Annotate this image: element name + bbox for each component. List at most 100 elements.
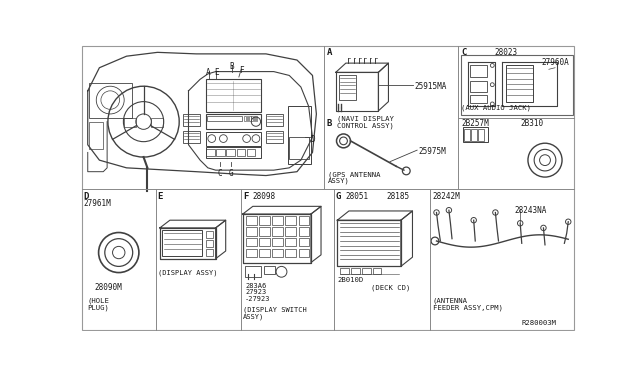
Text: 283A6: 283A6 bbox=[245, 283, 266, 289]
Text: B: B bbox=[326, 119, 332, 128]
Bar bbox=[463, 127, 488, 142]
Text: 28185: 28185 bbox=[386, 192, 409, 201]
Text: G: G bbox=[229, 169, 234, 179]
Bar bbox=[256, 116, 257, 121]
Bar bbox=[237, 148, 245, 156]
Text: ASSY): ASSY) bbox=[243, 313, 264, 320]
Text: 27961M: 27961M bbox=[84, 199, 111, 208]
Bar bbox=[266, 114, 283, 126]
Bar bbox=[227, 148, 235, 156]
Text: 28090M: 28090M bbox=[94, 283, 122, 292]
Bar bbox=[259, 249, 270, 257]
Text: (AUX AUDIO JACK): (AUX AUDIO JACK) bbox=[461, 105, 531, 111]
Bar bbox=[183, 131, 200, 143]
Bar bbox=[266, 131, 283, 143]
Text: 28243NA: 28243NA bbox=[514, 206, 547, 215]
Bar bbox=[472, 129, 477, 141]
Bar bbox=[340, 268, 349, 274]
Text: F: F bbox=[239, 66, 243, 75]
Bar bbox=[470, 81, 487, 92]
Bar bbox=[244, 116, 246, 121]
Text: G: G bbox=[336, 192, 341, 201]
Bar bbox=[285, 249, 296, 257]
Text: C: C bbox=[461, 48, 467, 58]
Bar bbox=[205, 147, 261, 158]
Text: (NAVI DISPLAY: (NAVI DISPLAY bbox=[337, 115, 394, 122]
Bar bbox=[465, 129, 470, 141]
Text: -27923: -27923 bbox=[245, 296, 271, 302]
Bar bbox=[205, 79, 261, 112]
Bar bbox=[285, 217, 296, 225]
Bar bbox=[289, 137, 309, 158]
Text: FEEDER ASSY,CPM): FEEDER ASSY,CPM) bbox=[433, 304, 502, 311]
Bar bbox=[285, 227, 296, 235]
Bar bbox=[362, 268, 371, 274]
Text: F: F bbox=[243, 192, 248, 201]
Bar bbox=[259, 238, 270, 246]
Bar bbox=[245, 266, 260, 277]
Text: 2B010D: 2B010D bbox=[337, 277, 364, 283]
Bar bbox=[246, 249, 257, 257]
Bar bbox=[207, 116, 242, 121]
Bar bbox=[252, 116, 253, 121]
Bar bbox=[470, 96, 487, 103]
Text: R280003M: R280003M bbox=[522, 320, 557, 326]
Text: D: D bbox=[310, 135, 315, 144]
Text: A: A bbox=[326, 48, 332, 58]
Text: CONTROL ASSY): CONTROL ASSY) bbox=[337, 122, 394, 129]
Text: (DISPLAY ASSY): (DISPLAY ASSY) bbox=[157, 269, 217, 276]
Bar bbox=[246, 227, 257, 235]
Text: D: D bbox=[84, 192, 89, 201]
Text: ASSY): ASSY) bbox=[328, 178, 350, 185]
Text: (HOLE: (HOLE bbox=[88, 297, 109, 304]
Bar bbox=[298, 238, 309, 246]
Bar bbox=[206, 231, 213, 238]
Bar bbox=[246, 116, 248, 121]
Bar bbox=[478, 129, 484, 141]
Bar bbox=[206, 148, 215, 156]
Text: 25975M: 25975M bbox=[419, 147, 447, 156]
Bar bbox=[205, 132, 261, 145]
Text: 28242M: 28242M bbox=[433, 192, 460, 201]
Text: 28051: 28051 bbox=[345, 192, 368, 201]
Bar bbox=[124, 118, 136, 127]
Bar bbox=[285, 238, 296, 246]
Bar bbox=[259, 217, 270, 225]
Text: B: B bbox=[230, 62, 234, 71]
Bar bbox=[216, 148, 225, 156]
Bar bbox=[272, 217, 283, 225]
Bar bbox=[272, 238, 283, 246]
Text: E: E bbox=[157, 192, 163, 201]
Text: 27923: 27923 bbox=[245, 289, 266, 295]
Bar bbox=[151, 118, 163, 127]
Bar bbox=[298, 249, 309, 257]
Bar bbox=[339, 76, 356, 100]
Bar bbox=[298, 227, 309, 235]
Text: (ANTENNA: (ANTENNA bbox=[433, 297, 468, 304]
Bar bbox=[90, 83, 132, 118]
Text: 2B257M: 2B257M bbox=[461, 119, 489, 128]
Bar bbox=[506, 65, 533, 102]
Bar bbox=[373, 268, 381, 274]
Bar bbox=[183, 114, 200, 126]
Bar bbox=[259, 227, 270, 235]
Text: (DECK CD): (DECK CD) bbox=[371, 285, 410, 291]
Bar bbox=[246, 148, 255, 156]
Bar bbox=[351, 268, 360, 274]
Bar bbox=[272, 249, 283, 257]
Bar bbox=[288, 106, 311, 164]
Text: C: C bbox=[218, 169, 223, 179]
Bar bbox=[90, 122, 103, 148]
Bar bbox=[253, 116, 255, 121]
Text: E: E bbox=[214, 68, 219, 77]
Text: 25915MA: 25915MA bbox=[415, 82, 447, 92]
Bar bbox=[162, 230, 202, 256]
Text: (GPS ANTENNA: (GPS ANTENNA bbox=[328, 172, 381, 178]
Bar bbox=[206, 250, 213, 256]
Bar bbox=[205, 114, 261, 129]
Bar bbox=[470, 65, 487, 77]
Text: A: A bbox=[206, 68, 211, 77]
Bar bbox=[249, 116, 250, 121]
Bar bbox=[246, 217, 257, 225]
Text: 27960A: 27960A bbox=[542, 58, 570, 67]
